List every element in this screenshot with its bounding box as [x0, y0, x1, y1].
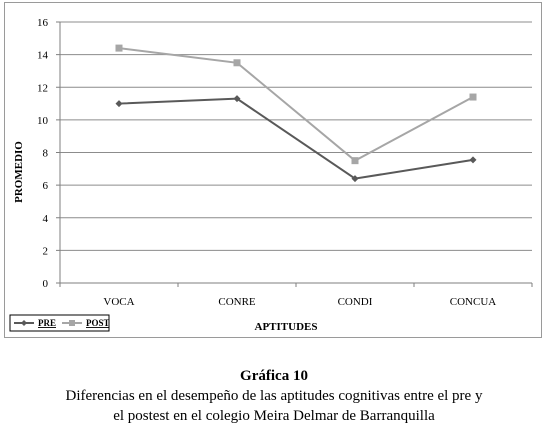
- y-tick-label: 2: [43, 245, 49, 257]
- caption-line-2: el postest en el colegio Meira Delmar de…: [113, 408, 435, 424]
- x-axis-title: APTITUDES: [255, 321, 318, 333]
- data-point-pre: [469, 156, 477, 164]
- y-tick-label: 14: [37, 50, 49, 62]
- data-point-post: [115, 44, 123, 52]
- legend-label-post: POST: [86, 318, 110, 328]
- y-tick-label: 6: [43, 180, 49, 192]
- figure-caption: Gráfica 10 Diferencias en el desempeño d…: [0, 366, 548, 426]
- data-point-post: [233, 59, 241, 67]
- legend-marker-post: [69, 320, 75, 326]
- data-point-post: [351, 157, 359, 165]
- legend-box: [9, 314, 110, 332]
- legend-marker-pre: [21, 320, 27, 326]
- legend-label-pre: PRE: [38, 318, 56, 328]
- y-tick-label: 12: [37, 82, 48, 94]
- caption-title: Gráfica 10: [240, 368, 308, 384]
- y-tick-label: 16: [37, 17, 49, 29]
- data-point-post: [469, 93, 477, 101]
- series-line-pre: [118, 97, 474, 180]
- y-tick-label: 8: [43, 148, 49, 160]
- data-point-pre: [351, 175, 359, 183]
- y-axis-title: PROMEDIO: [13, 141, 25, 203]
- x-tick-label: VOCA: [103, 296, 134, 308]
- y-tick-label: 0: [43, 278, 49, 290]
- x-tick-label: CONRE: [218, 296, 256, 308]
- chart-frame: [4, 2, 542, 338]
- y-tick-label: 4: [43, 213, 49, 225]
- y-tick-label: 10: [37, 115, 49, 127]
- data-point-pre: [233, 95, 241, 103]
- data-point-pre: [115, 100, 123, 108]
- x-tick-label: CONCUA: [450, 296, 497, 308]
- x-tick-label: CONDI: [338, 296, 373, 308]
- caption-line-1: Diferencias en el desempeño de las aptit…: [65, 388, 483, 404]
- line-chart: PROMEDIO APTITUDES 0 2 4 6 8 10 12 14 16 VOCA CONR…: [9, 17, 533, 333]
- series-line-post: [118, 47, 474, 162]
